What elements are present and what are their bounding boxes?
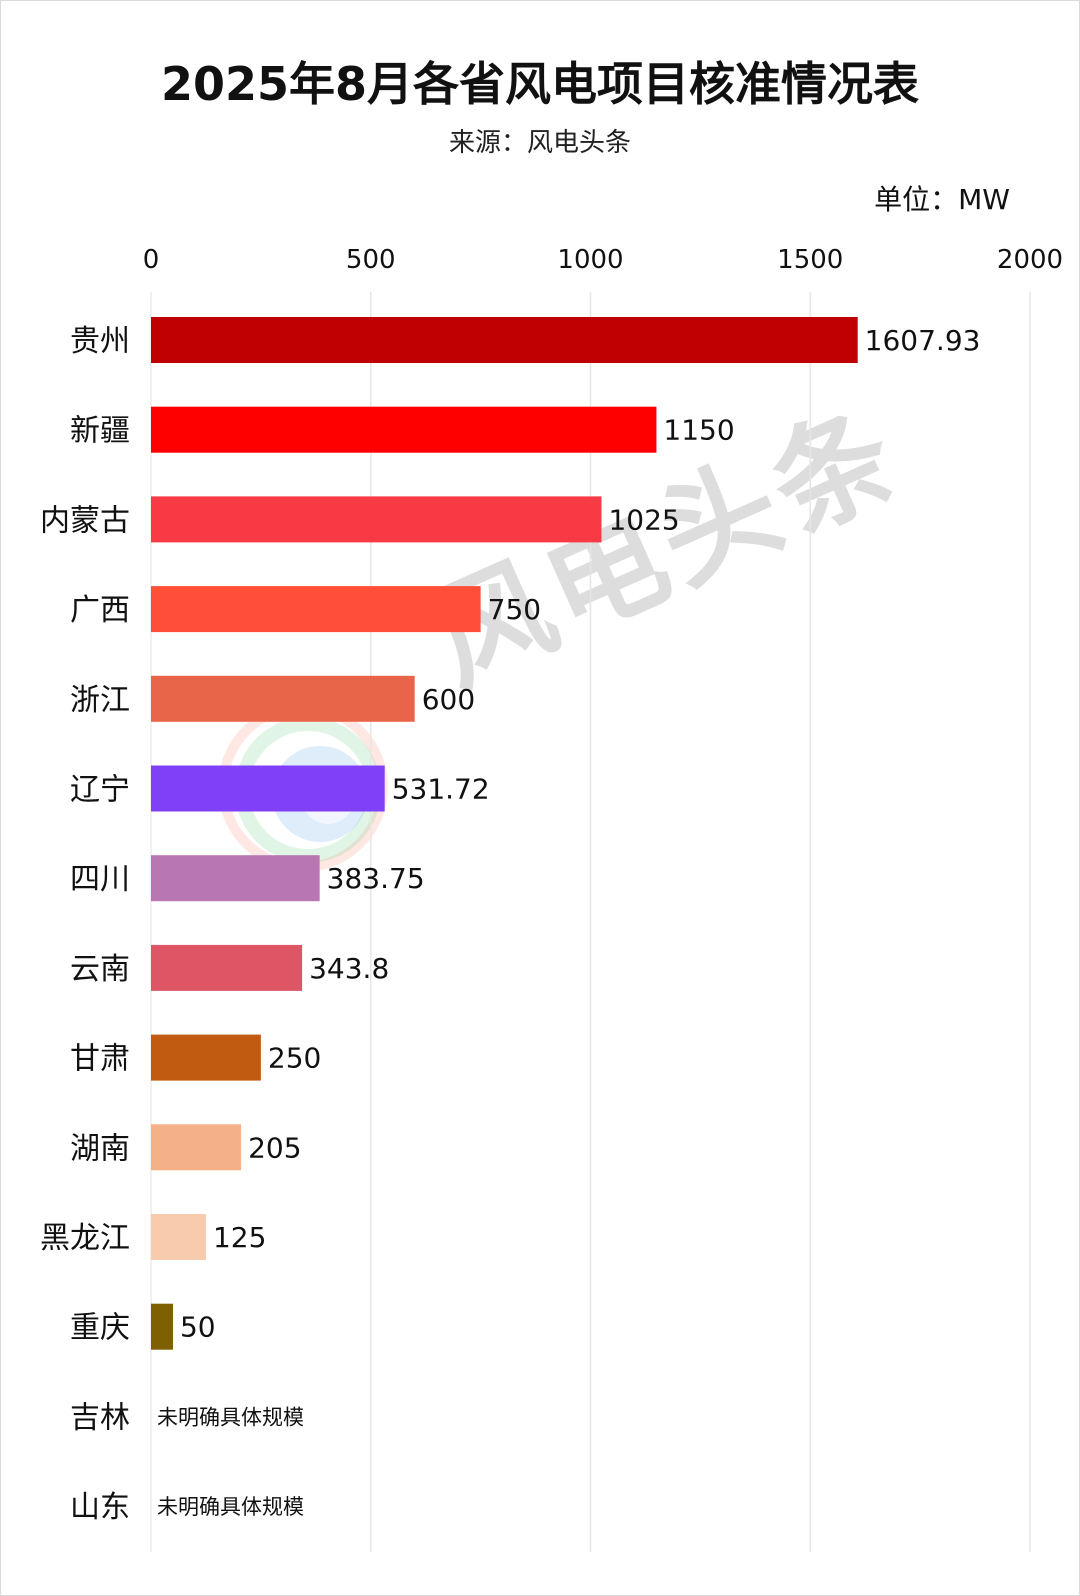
bar xyxy=(151,496,602,543)
chart-source: 来源：风电头条 xyxy=(448,128,631,158)
category-label: 吉林 xyxy=(70,1400,130,1435)
category-label: 辽宁 xyxy=(70,773,130,808)
category-label: 内蒙古 xyxy=(40,503,130,538)
bar xyxy=(151,944,303,991)
value-label: 1025 xyxy=(608,503,679,536)
category-label: 甘肃 xyxy=(70,1042,130,1077)
value-label: 50 xyxy=(180,1311,216,1344)
x-tick-label: 2000 xyxy=(997,245,1063,275)
category-label: 贵州 xyxy=(70,324,130,359)
bar xyxy=(151,675,415,722)
value-label: 383.75 xyxy=(327,862,425,895)
bar xyxy=(151,406,657,453)
x-tick-label: 1500 xyxy=(777,245,843,275)
grid-lines xyxy=(150,292,1031,1552)
bar xyxy=(151,1034,261,1081)
value-label: 750 xyxy=(488,593,541,626)
category-label: 广西 xyxy=(70,593,130,628)
x-tick-label: 0 xyxy=(143,245,160,275)
category-label: 重庆 xyxy=(70,1311,130,1346)
x-axis-ticks: 0 500 1000 1500 2000 xyxy=(143,245,1063,275)
category-label: 山东 xyxy=(70,1490,130,1525)
bar xyxy=(151,855,320,902)
value-label: 600 xyxy=(422,683,475,716)
value-labels: 1607.93 1150 1025 750 600 531.72 383.75 343.8 25… xyxy=(157,324,980,1519)
value-label: 1150 xyxy=(663,414,734,447)
value-label: 250 xyxy=(268,1042,321,1075)
bar xyxy=(151,1214,206,1260)
bar xyxy=(151,765,385,812)
x-tick-label: 500 xyxy=(346,245,396,275)
category-label: 四川 xyxy=(70,862,130,897)
bars xyxy=(151,317,858,1350)
chart-title: 2025年8月各省风电项目核准情况表 xyxy=(160,57,920,111)
bar xyxy=(151,317,858,363)
value-label: 1607.93 xyxy=(865,324,981,357)
value-label: 125 xyxy=(213,1221,266,1254)
category-label: 浙江 xyxy=(70,683,130,718)
x-tick-label: 1000 xyxy=(557,245,623,275)
value-label: 未明确具体规模 xyxy=(157,1495,304,1519)
value-label: 205 xyxy=(248,1131,301,1164)
category-label: 湖南 xyxy=(70,1131,130,1166)
bar xyxy=(151,586,481,633)
value-label: 未明确具体规模 xyxy=(157,1405,304,1429)
value-label: 343.8 xyxy=(309,952,389,985)
category-label: 云南 xyxy=(70,952,130,987)
bar xyxy=(151,1303,173,1350)
category-label: 新疆 xyxy=(70,414,130,449)
value-label: 531.72 xyxy=(392,773,490,806)
category-label: 黑龙江 xyxy=(40,1221,130,1256)
chart-unit: 单位：MW xyxy=(874,183,1010,216)
bar xyxy=(151,1124,242,1171)
